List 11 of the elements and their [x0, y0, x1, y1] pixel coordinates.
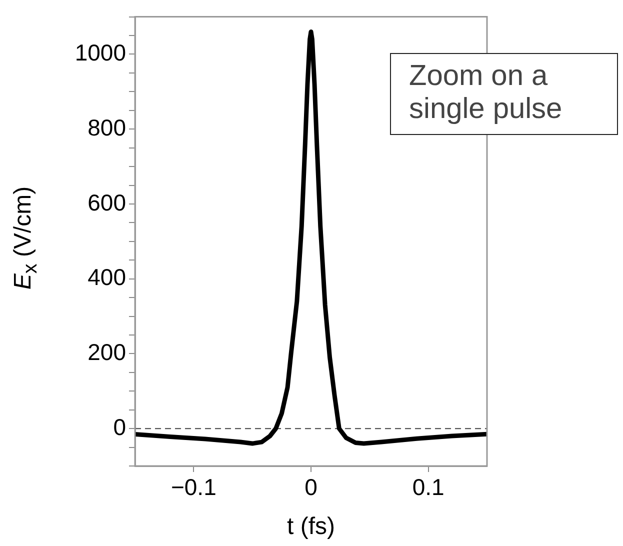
x-axis-title: t (fs) [287, 513, 335, 540]
y-tick-label: 200 [88, 339, 126, 366]
x-tick-label: 0.1 [412, 474, 444, 500]
x-tick-label: −0.1 [170, 474, 216, 500]
y-tick-label: 0 [113, 414, 126, 440]
x-tick-label: 0 [304, 474, 318, 500]
y-tick-label: 400 [88, 264, 126, 290]
annotation: Zoom on a single pulse [390, 53, 618, 135]
y-tick-label: 800 [88, 114, 126, 140]
y-tick-label: 600 [88, 189, 126, 216]
y-tick-label: 1000 [74, 40, 126, 66]
